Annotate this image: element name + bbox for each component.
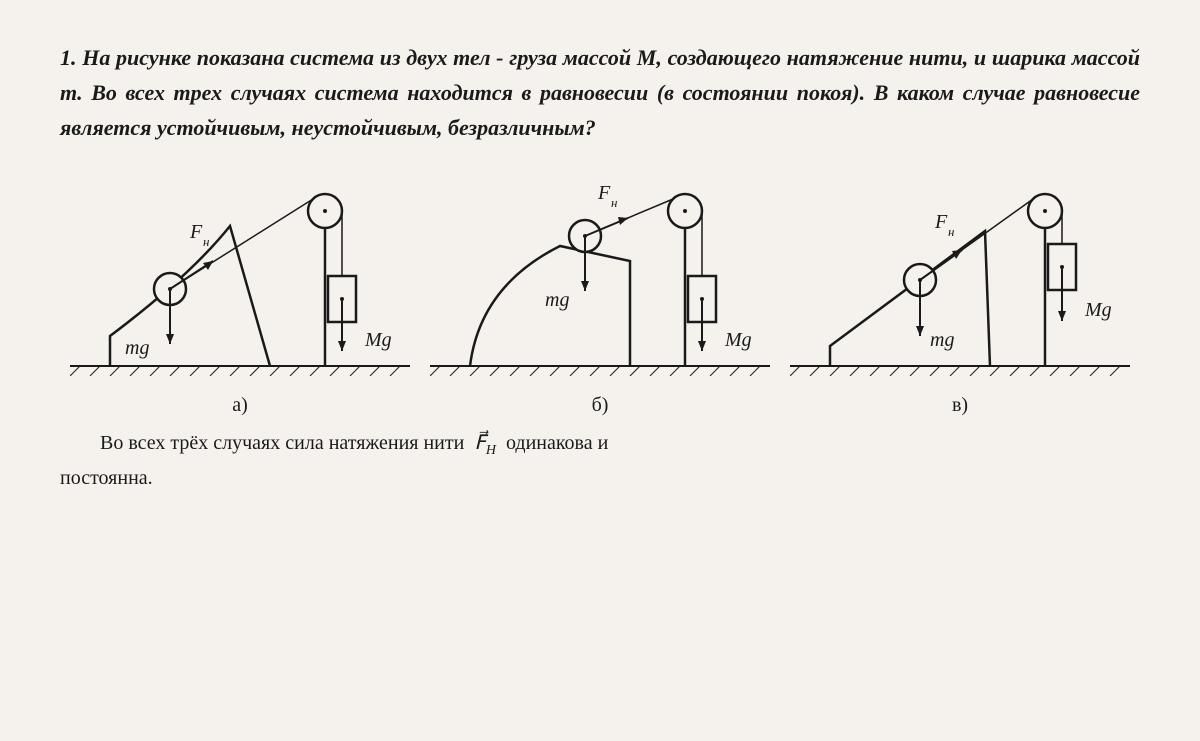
diagram-b: F⃗ н mg⃗ Mg⃗ <box>430 166 770 376</box>
figure-label-a: а) <box>60 394 420 417</box>
figure-b: F⃗ н mg⃗ Mg⃗ б) <box>420 166 780 417</box>
diagram-c: F⃗ н mg⃗ Mg⃗ <box>790 166 1130 376</box>
problem-number: 1. <box>60 45 77 70</box>
figure-c: F⃗ н mg⃗ Mg⃗ в) <box>780 166 1140 417</box>
svg-text:Mg⃗: Mg⃗ <box>364 329 407 351</box>
problem-statement: 1. На рисунке показана система из двух т… <box>60 40 1140 146</box>
svg-text:н: н <box>203 234 209 249</box>
figure-label-b: б) <box>420 394 780 417</box>
figure-a: F⃗ н mg⃗ Mg⃗ а) <box>60 166 420 417</box>
svg-text:mg⃗: mg⃗ <box>545 289 585 311</box>
svg-text:Mg⃗: Mg⃗ <box>1084 299 1127 321</box>
figures-container: F⃗ н mg⃗ Mg⃗ а) <box>60 166 1140 417</box>
svg-text:Mg⃗: Mg⃗ <box>724 329 767 351</box>
svg-text:н: н <box>948 224 954 239</box>
svg-text:н: н <box>611 195 617 210</box>
svg-text:mg⃗: mg⃗ <box>930 329 970 351</box>
figure-label-c: в) <box>780 394 1140 417</box>
diagram-a: F⃗ н mg⃗ Mg⃗ <box>70 166 410 376</box>
footer-text: Во всех трёх случаях сила натяжения нити… <box>60 427 1140 494</box>
svg-text:mg⃗: mg⃗ <box>125 337 165 359</box>
